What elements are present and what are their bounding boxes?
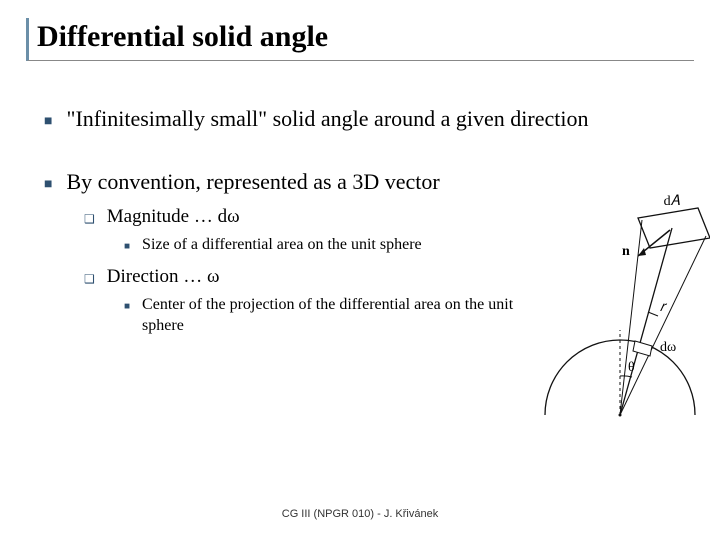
square-bullet-icon: ■ <box>44 113 52 131</box>
square-bullet-icon: ■ <box>44 176 52 194</box>
solid-angle-diagram: d𝐴 n θ 𝑟 dω <box>530 200 710 430</box>
label-r: 𝑟 <box>660 300 665 316</box>
bullet-text: Center of the projection of the differen… <box>142 294 514 337</box>
title-container: Differential solid angle <box>26 18 694 61</box>
slide: Differential solid angle ■ "Infinitesima… <box>0 0 720 540</box>
bullet-text: Direction … ω <box>107 266 220 288</box>
slide-footer: CG III (NPGR 010) - J. Křivánek <box>0 508 720 520</box>
label-theta: θ <box>628 360 635 376</box>
bullet-text: By convention, represented as a 3D vecto… <box>66 168 439 197</box>
label-dA: d𝐴 <box>664 194 680 210</box>
label-n: n <box>622 244 630 260</box>
bullet-text: "Infinitesimally small" solid angle arou… <box>66 105 588 134</box>
slide-title: Differential solid angle <box>37 20 694 54</box>
hollow-square-bullet-icon: ❑ <box>84 212 95 227</box>
bullet-text: Magnitude … dω <box>107 206 240 228</box>
bullet-level1: ■ "Infinitesimally small" solid angle ar… <box>44 105 694 134</box>
bullet-text: Size of a differential area on the unit … <box>142 234 422 256</box>
square-bullet-icon: ■ <box>124 300 130 314</box>
hollow-square-bullet-icon: ❑ <box>84 272 95 287</box>
bullet-level1: ■ By convention, represented as a 3D vec… <box>44 168 694 197</box>
square-bullet-icon: ■ <box>124 240 130 254</box>
label-domega: dω <box>660 340 676 356</box>
